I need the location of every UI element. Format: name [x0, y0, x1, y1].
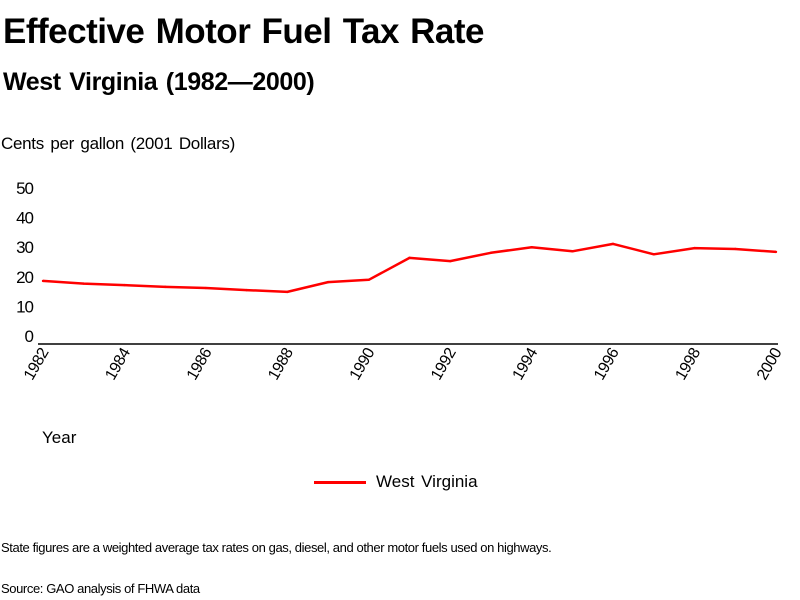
- source-note: Source: GAO analysis of FHWA data: [1, 581, 200, 596]
- data-point: [693, 246, 696, 250]
- data-point: [367, 278, 370, 281]
- series-line-west-virginia: [42, 242, 777, 294]
- y-axis-label: Cents per gallon (2001 Dollars): [1, 134, 235, 153]
- data-point: [734, 247, 737, 251]
- y-tick-label: 10: [16, 297, 33, 316]
- data-point: [530, 246, 533, 249]
- x-tick-label: 1986: [184, 345, 216, 383]
- x-tick-label: 1998: [673, 345, 705, 383]
- data-point: [286, 290, 289, 294]
- x-axis-ticks: 1982 1984 1986 1988 1990 1992 1994 1996 1998 2000: [21, 345, 786, 383]
- series-group: [41, 242, 778, 294]
- data-point: [652, 253, 656, 256]
- data-point: [449, 259, 452, 263]
- x-tick-label: 2000: [754, 345, 786, 383]
- y-tick-label: 20: [16, 268, 33, 287]
- footnote: State figures are a weighted average tax…: [1, 540, 552, 555]
- data-point: [571, 250, 574, 253]
- data-point: [82, 282, 85, 285]
- x-tick-label: 1992: [428, 345, 460, 383]
- data-point: [326, 280, 330, 284]
- y-tick-label: 40: [16, 209, 33, 228]
- data-point: [163, 285, 167, 289]
- data-point: [41, 279, 45, 283]
- data-point: [123, 283, 126, 287]
- y-tick-label: 50: [16, 179, 33, 198]
- x-tick-label: 1990: [347, 345, 379, 383]
- legend-swatch-west-virginia: [314, 480, 366, 484]
- legend-label-west-virginia: West Virginia: [376, 472, 478, 491]
- x-tick-label: 1982: [21, 345, 53, 383]
- data-point: [611, 242, 615, 246]
- y-axis-ticks: 0 10 20 30 40 50: [16, 179, 34, 346]
- x-tick-label: 1996: [591, 345, 623, 383]
- data-point: [774, 250, 778, 254]
- data-point: [204, 286, 208, 290]
- chart-title: Effective Motor Fuel Tax Rate: [3, 12, 485, 51]
- legend: West Virginia: [314, 472, 478, 492]
- data-point: [489, 251, 493, 255]
- y-tick-label: 30: [16, 238, 33, 257]
- x-tick-label: 1984: [102, 345, 134, 383]
- data-point: [245, 288, 248, 292]
- x-axis-label: Year: [42, 428, 77, 447]
- y-tick-label: 0: [25, 327, 34, 346]
- x-tick-label: 1994: [510, 345, 542, 383]
- x-tick-label: 1988: [265, 345, 297, 383]
- data-point: [408, 256, 411, 260]
- chart-subtitle: West Virginia (1982—2000): [3, 68, 315, 96]
